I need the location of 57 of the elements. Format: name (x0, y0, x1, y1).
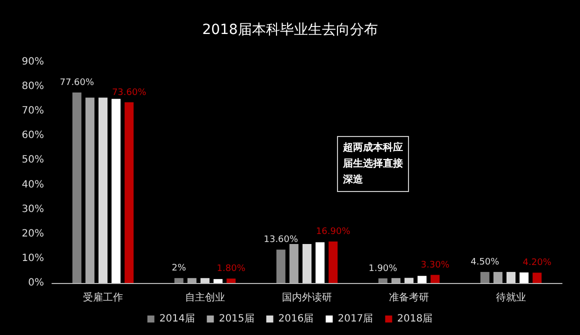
x-tick-label: 自主创业 (185, 292, 225, 304)
bar (328, 242, 338, 283)
bar (316, 242, 325, 283)
data-label: 1.90% (368, 264, 398, 274)
data-label: 1.80% (216, 264, 246, 274)
bar (174, 278, 184, 283)
y-tick-label: 50% (22, 154, 44, 166)
data-label: 77.60% (60, 78, 94, 88)
bar (391, 278, 400, 283)
y-tick-label: 30% (22, 204, 44, 215)
data-label: 73.60% (112, 88, 147, 98)
bar (378, 278, 388, 283)
bar (289, 244, 298, 283)
bar (112, 98, 121, 283)
bar (430, 274, 440, 283)
bar (214, 279, 223, 283)
legend-label: 2015届 (218, 314, 254, 324)
y-tick-label: 20% (22, 228, 44, 240)
bar (418, 276, 427, 283)
y-tick-label: 80% (22, 81, 44, 92)
x-tick-label: 准备考研 (389, 292, 429, 304)
data-label: 3.30% (420, 260, 450, 270)
bar (276, 250, 286, 283)
data-label: 4.20% (522, 258, 552, 268)
y-tick-label: 40% (22, 179, 44, 190)
bar (532, 272, 542, 283)
x-tick-label: 受雇工作 (83, 292, 123, 304)
bar (187, 278, 196, 283)
x-tick-label: 待就业 (496, 292, 526, 304)
bar (124, 102, 134, 283)
data-label: 2% (172, 264, 186, 274)
annotation: 超两成本科应届生选择直接深造 (342, 142, 403, 186)
bar (72, 92, 82, 283)
data-label: 4.50% (470, 257, 500, 268)
legend-label: 2017届 (338, 314, 374, 324)
legend-label: 2018届 (397, 314, 433, 324)
legend-label: 2014届 (159, 314, 195, 324)
bar (480, 272, 490, 283)
y-tick-label: 10% (22, 252, 44, 264)
bar (98, 98, 108, 283)
bar (226, 278, 236, 283)
chart-title: 2018届本科毕业生去向分布 (202, 22, 378, 38)
bar (493, 272, 502, 283)
legend-label: 2016届 (278, 314, 314, 324)
data-label: 13.60% (264, 235, 298, 246)
bar (200, 278, 210, 283)
y-tick-label: 60% (22, 130, 44, 142)
data-label: 16.90% (316, 227, 351, 237)
y-tick-label: 70% (22, 106, 44, 117)
bar (85, 98, 94, 283)
y-tick-label: 90% (22, 56, 44, 68)
y-tick-label: 0% (28, 278, 44, 288)
bar (302, 244, 312, 283)
bar (506, 272, 516, 283)
x-tick-label: 国内外读研 (282, 292, 332, 304)
bar (404, 278, 414, 283)
bar (520, 272, 529, 283)
